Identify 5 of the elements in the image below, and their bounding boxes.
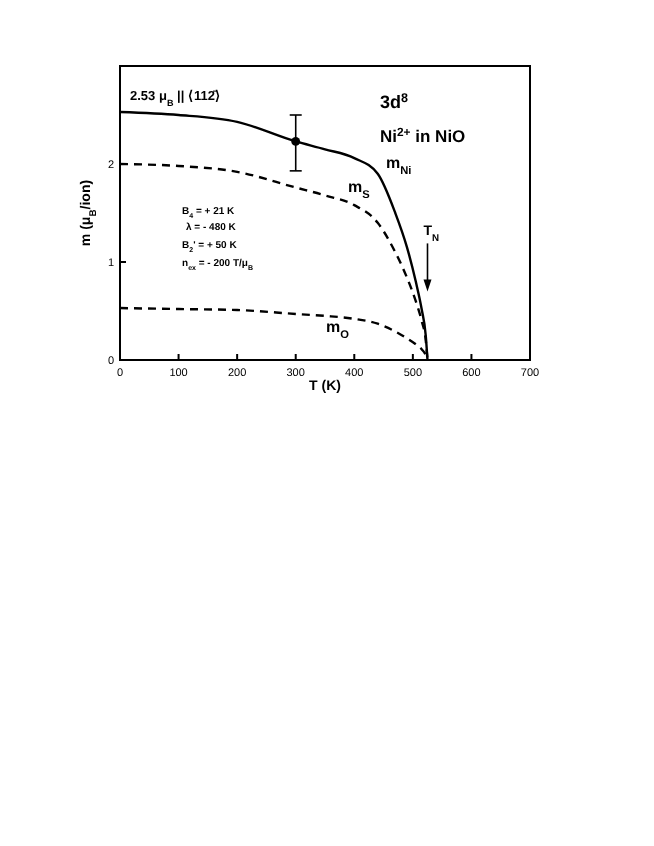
series-label: m$_{S}$ [348,178,371,202]
series-label: m$_{O}$ [326,318,351,342]
series-label: m$_{Ni}$ [386,154,413,178]
annotation: 3d$^{8}$ [380,91,410,112]
annotation: Ni$^{2+}$ in NiO [380,126,467,146]
